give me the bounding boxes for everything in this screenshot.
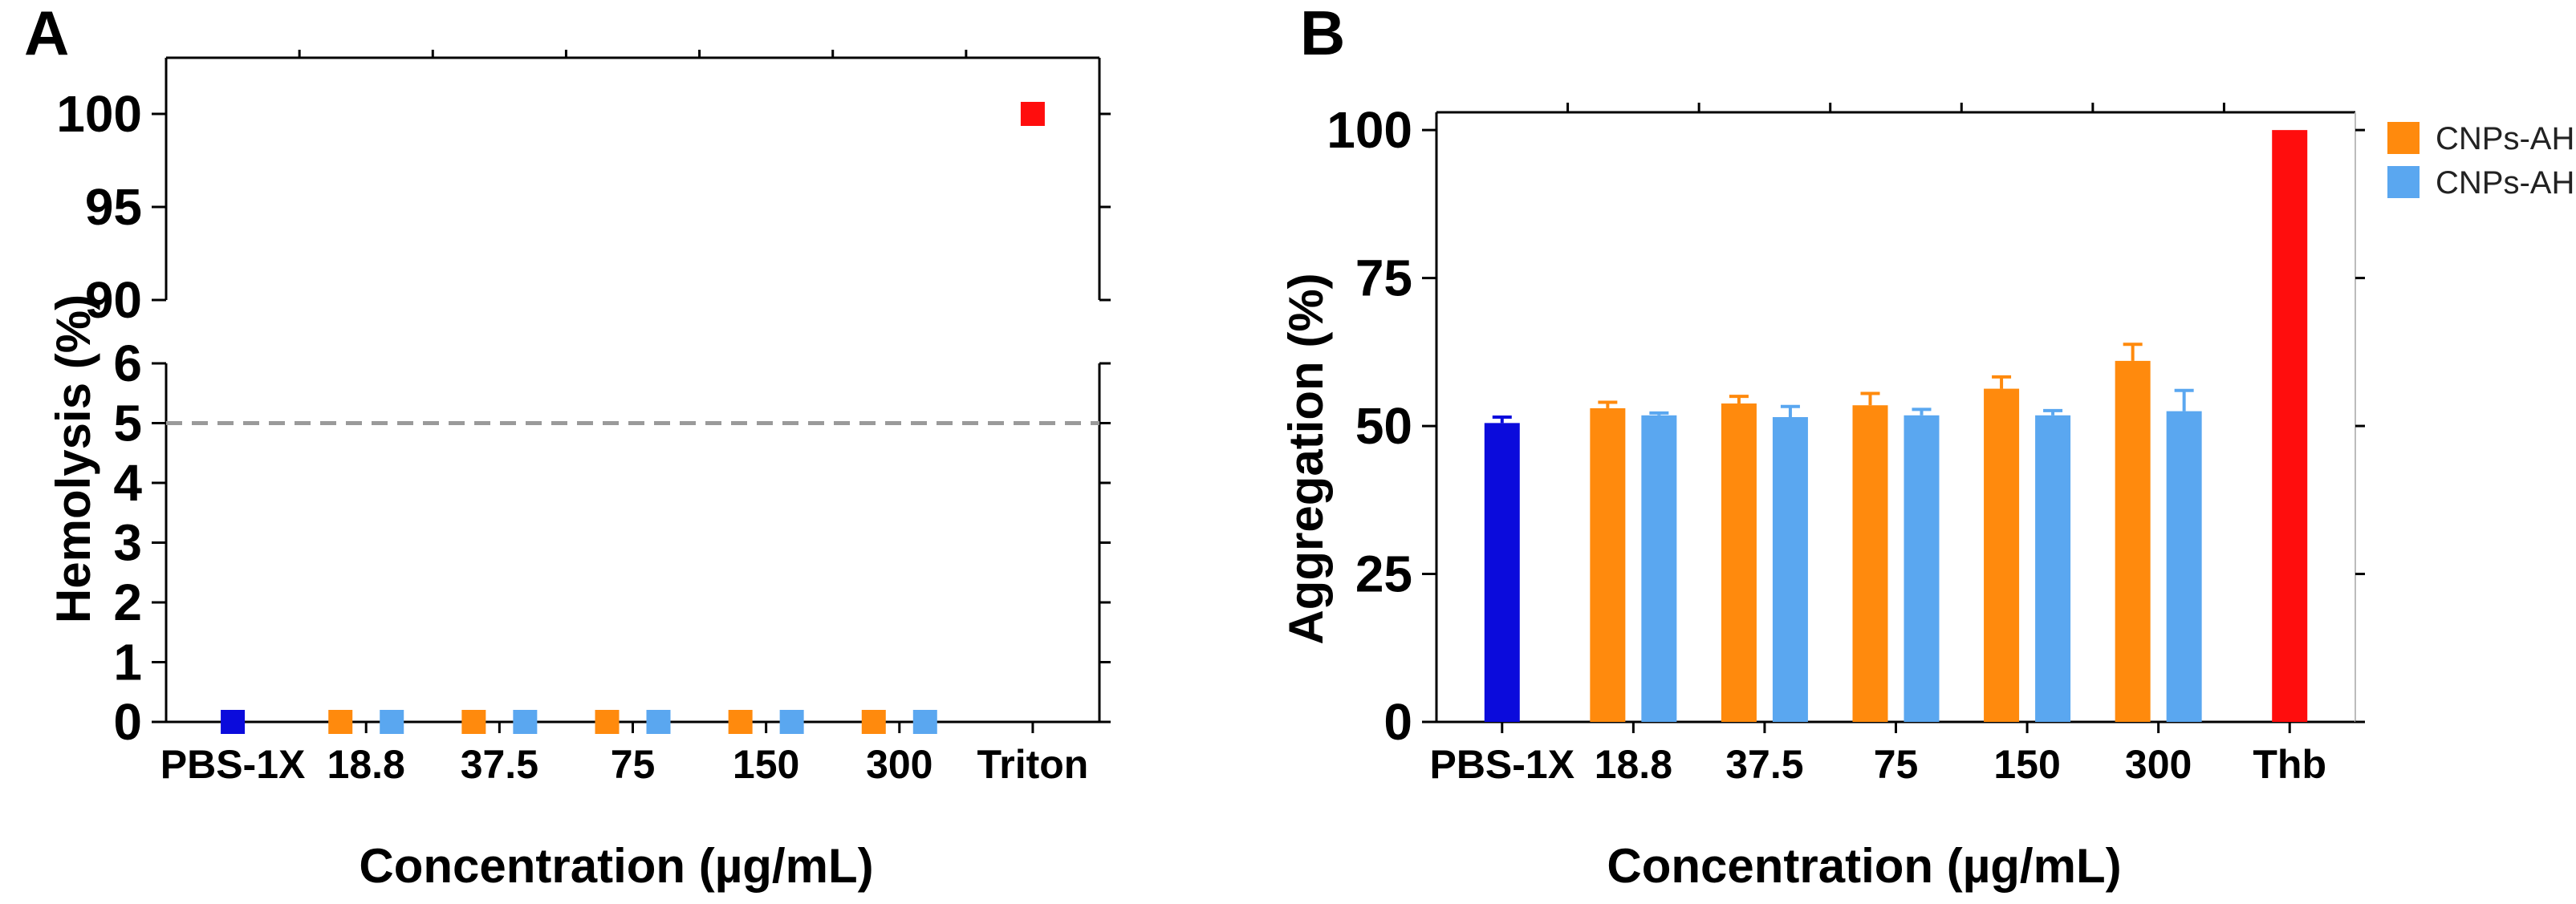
panel-a-x-axis-title: Concentration (µg/mL): [359, 839, 873, 893]
panel-b-y-tick-label: 100: [1327, 101, 1412, 159]
panel-a-x-tick-label: 300: [866, 742, 932, 787]
bar-thb-thb: [2272, 130, 2308, 722]
legend-label-cnps-ahb-2: CNPs-AHB-2: [2436, 165, 2576, 201]
bar-pbs-1x-pbs-1x: [1484, 423, 1520, 722]
panel-b-axes-frame: [1435, 103, 2356, 724]
point-pbs-1x-pbs-1x: [221, 710, 246, 734]
panel-a-y-tick-label: 95: [85, 178, 142, 236]
point-cnps-ahb-1-150: [728, 710, 753, 734]
panel-b-x-tick-label: 18.8: [1595, 742, 1672, 787]
panel-a-x-tick-label: 75: [611, 742, 656, 787]
legend-label-cnps-ahb-1: CNPs-AHB-1: [2436, 121, 2576, 156]
bar-cnps-ahb-2-75: [1904, 415, 1940, 722]
point-triton-triton: [1020, 102, 1045, 126]
panel-a-y-tick-label: 100: [56, 85, 142, 143]
bar-cnps-ahb-1-150: [1984, 388, 2020, 722]
point-cnps-ahb-2-18-8: [380, 710, 404, 734]
panel-a-axes-frame: [165, 50, 1101, 724]
panel-b-x-ticks: PBS-1X 18.8 37.5 75 150 300 Thb: [1429, 722, 2326, 787]
point-cnps-ahb-1-75: [595, 710, 620, 734]
point-cnps-ahb-1-37-5: [461, 710, 486, 734]
point-cnps-ahb-2-37-5: [513, 710, 538, 734]
panel-a-y-tick-label: 6: [113, 334, 142, 392]
bar-cnps-ahb-2-300: [2166, 411, 2202, 722]
bar-cnps-ahb-1-75: [1852, 405, 1888, 722]
panel-b-y-tick-label: 0: [1383, 693, 1412, 751]
panel-a-y-axis-title: Hemolysis (%): [47, 294, 100, 623]
panel-a-x-tick-label: Triton: [977, 742, 1088, 787]
point-cnps-ahb-1-18-8: [328, 710, 353, 734]
panel-a-letter: A: [24, 0, 69, 68]
panel-b-letter: B: [1300, 0, 1345, 68]
panel-b-y-tick-label: 75: [1355, 249, 1412, 307]
point-cnps-ahb-2-150: [779, 710, 804, 734]
bar-cnps-ahb-1-37-5: [1721, 403, 1757, 722]
point-cnps-ahb-1-300: [861, 710, 886, 734]
panel-a-x-tick-label: 18.8: [327, 742, 405, 787]
panel-a-y-tick-label: 2: [113, 574, 142, 631]
panel-b-x-tick-label: Thb: [2253, 742, 2326, 787]
panel-b-x-axis-title: Concentration (µg/mL): [1607, 839, 2121, 893]
panel-a-y-tick-label: 90: [85, 271, 142, 329]
bar-cnps-ahb-2-18-8: [1641, 415, 1677, 722]
panel-a-y-tick-label: 4: [113, 454, 142, 512]
panel-b-x-tick-label: PBS-1X: [1429, 742, 1574, 787]
legend-swatch-cnps-ahb-2: [2387, 166, 2420, 198]
bar-cnps-ahb-1-300: [2115, 360, 2151, 722]
panel-b-y-ticks: 0 25 50 75 100: [1327, 101, 2365, 751]
panel-a-x-tick-label: 150: [733, 742, 799, 787]
panel-b-x-tick-label: 300: [2125, 742, 2192, 787]
panel-b-x-tick-label: 75: [1874, 742, 1919, 787]
point-cnps-ahb-2-300: [912, 710, 937, 734]
legend-swatch-cnps-ahb-1: [2387, 122, 2420, 154]
panel-b-bars: [1484, 130, 2308, 722]
panel-b-y-tick-label: 25: [1355, 545, 1412, 603]
point-cnps-ahb-2-75: [646, 710, 671, 734]
panel-b-legend: CNPs-AHB-1 CNPs-AHB-2: [2387, 121, 2576, 201]
panel-b-y-axis-title: Aggregation (%): [1279, 273, 1333, 644]
bar-cnps-ahb-2-150: [2035, 415, 2071, 722]
panel-b-x-tick-label: 37.5: [1725, 742, 1803, 787]
panel-a-y-tick-label: 5: [113, 395, 142, 452]
panel-b-aggregation-chart: B 0 25 50 75 100 PBS-1X 18.8 37.5 75 150 300 Thb C…: [1279, 0, 2576, 893]
panel-a-x-ticks: PBS-1X 18.8 37.5 75 150 300 Triton: [160, 722, 1088, 787]
panel-a-y-tick-label: 0: [113, 693, 142, 751]
panel-a-data-points: [221, 102, 1045, 734]
bar-cnps-ahb-1-18-8: [1590, 407, 1626, 722]
panel-b-y-tick-label: 50: [1355, 397, 1412, 455]
panel-a-x-tick-label: 37.5: [461, 742, 538, 787]
panel-a-y-tick-label: 3: [113, 514, 142, 572]
panel-a-x-tick-label: PBS-1X: [160, 742, 306, 787]
panel-a-y-tick-label: 1: [113, 634, 142, 691]
bar-cnps-ahb-2-37-5: [1772, 417, 1808, 722]
panel-b-x-tick-label: 150: [1993, 742, 2060, 787]
